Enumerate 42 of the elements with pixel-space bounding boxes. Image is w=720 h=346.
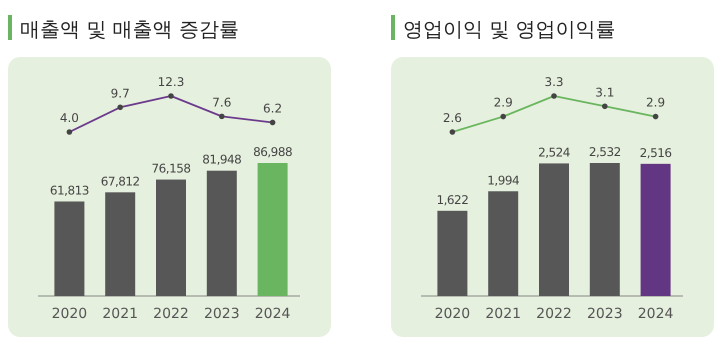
bar [105,192,136,296]
data-label: 81,948 [202,152,242,167]
x-tick-label: 2022 [536,306,572,322]
data-label: 2,532 [588,145,621,159]
data-label: 4.0 [60,111,79,125]
x-tick-label: 2020 [52,306,88,322]
data-label: 86,988 [253,145,292,159]
data-label: 9.7 [110,86,130,100]
bar [156,180,186,296]
bar [488,191,518,296]
bar [640,164,671,296]
x-tick-label: 2024 [638,306,674,322]
x-tick-label: 2021 [485,306,522,322]
data-label: 76,158 [152,162,190,176]
bar [539,163,569,296]
data-label: 12.3 [158,75,184,89]
data-label: 2.9 [646,96,666,110]
data-label: 3.1 [595,85,614,100]
data-label: 6.2 [263,101,282,116]
data-label: 2.9 [494,96,513,110]
data-label: 67,812 [100,174,140,188]
data-label: 1,622 [436,192,468,207]
data-label: 1,994 [487,173,520,188]
chart-title: 영업이익 및 영업이익률 [403,17,616,41]
x-tick-label: 2023 [586,306,623,322]
chart-title: 매출액 및 매출액 증감률 [20,17,240,41]
x-tick-label: 2023 [204,306,240,322]
bar [258,163,288,296]
bar [590,163,620,296]
data-label: 61,813 [50,183,89,198]
x-tick-label: 2021 [102,306,138,322]
data-label: 2.6 [442,111,462,125]
data-label: 2,516 [640,146,672,160]
data-label: 3.3 [544,75,564,89]
data-label: 2,524 [538,145,570,160]
x-tick-label: 2024 [254,306,290,322]
bar [437,210,468,296]
bar [206,170,237,296]
x-tick-label: 2020 [434,306,470,322]
data-label: 7.6 [212,95,232,110]
bar [54,201,84,296]
x-tick-label: 2022 [153,306,189,322]
